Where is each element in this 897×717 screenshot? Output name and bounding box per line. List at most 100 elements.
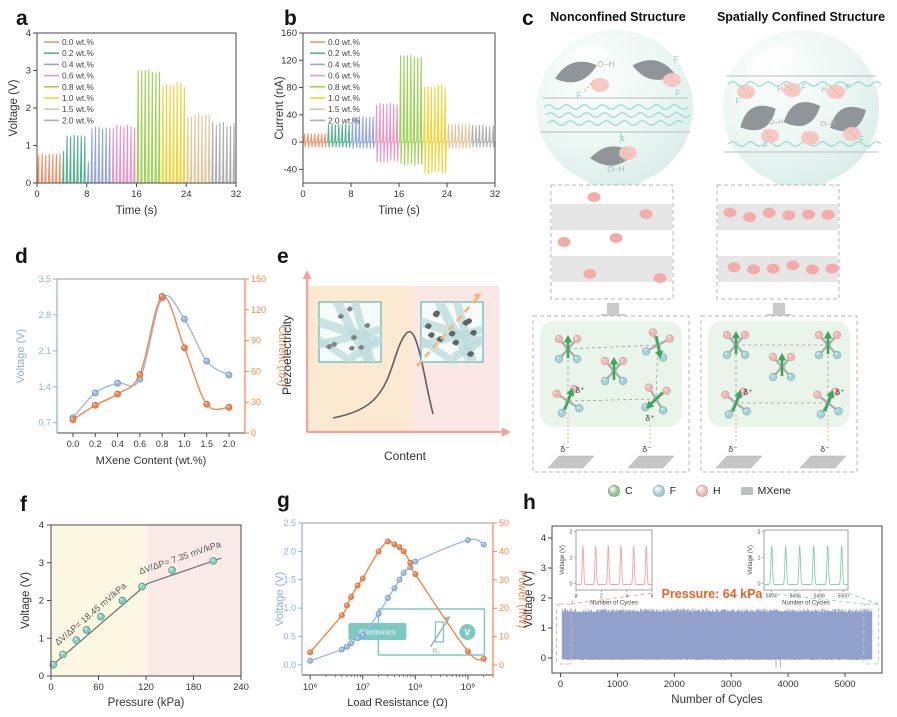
y-axis-label: Current (nA) (274, 76, 286, 139)
delta-minus-label: δ⁻ (728, 444, 738, 454)
cf2-ch2-unit (600, 356, 628, 386)
panel-b: b 0 8 16 24 32 -40 0 40 80 120 160 Time (s) Current … (274, 4, 525, 236)
legend-label-carbon: C (625, 485, 633, 497)
left-tick: 0.7 (38, 418, 51, 428)
nonconfined-title: Nonconfined Structure (550, 10, 686, 24)
dipole-arrow-icon (823, 394, 833, 412)
y-tick: 1 (26, 141, 31, 152)
right-tick: 30 (251, 397, 261, 407)
inset-x-tick: 6 (651, 594, 654, 600)
right-tick: 0 (251, 428, 256, 438)
f-label: F (675, 88, 680, 98)
panel-label-b: b (284, 7, 297, 30)
right-tick: 90 (251, 336, 261, 346)
x-tick: 8 (348, 189, 353, 200)
electrode (715, 455, 763, 469)
mxene-layer (552, 204, 672, 230)
series-0.4 wt.% (351, 116, 375, 149)
oh-group-label: O–H (768, 117, 783, 126)
cf2-ch2-unit (722, 330, 750, 360)
delta-plus-label: δ⁺ (743, 387, 753, 397)
confined-title: Spatially Confined Structure (716, 10, 886, 24)
series-Voltage (309, 538, 485, 662)
y-axis-label: Voltage (V) (523, 571, 535, 628)
y-tick: 3 (26, 66, 31, 77)
y-tick: 120 (281, 55, 297, 66)
chart-voltage-current-vs-content: 0.7 1.4 2.1 2.8 3.5 0 30 60 90 120 150 0.0 0.2 0.4 0.6… (15, 274, 288, 467)
y-axis-label: Voltage (V) (20, 572, 32, 629)
legend-item-hydrogen: H (696, 485, 721, 497)
voltage-cycle-band (561, 608, 873, 668)
inset-x-tick: 5494 (766, 594, 777, 600)
h-label: H (821, 85, 827, 94)
series-2.0 wt.% (211, 121, 236, 184)
legend-entry: 0.4 wt.% (62, 59, 94, 69)
legend-entry: 1.5 wt.% (328, 104, 360, 114)
legend-item-mxene: MXene (740, 485, 791, 497)
pvdf-dipole-dot (727, 262, 741, 273)
x-tick: 0 (300, 189, 305, 200)
delta-plus-label: δ⁺ (835, 387, 845, 397)
inset-x-tick: 2 (600, 594, 603, 600)
legend-entry: 2.0 wt.% (328, 115, 360, 125)
first-cycles-marker (556, 603, 572, 665)
inset-y-tick: 2 (757, 529, 760, 535)
voltmeter-label: V (464, 628, 470, 638)
f-label: F (619, 134, 624, 144)
legend-entry: 0.4 wt.% (328, 59, 360, 69)
hydrogen-atom-icon (696, 485, 709, 497)
legend-entry: 0.8 wt.% (328, 82, 360, 92)
y-tick: 4 (26, 28, 31, 39)
series-0.0 wt.% (303, 133, 327, 148)
electrode (547, 455, 595, 469)
left-tick: 1.5 (283, 575, 296, 585)
confined-bubble-diagram: H F H F F F O–H O–H F (723, 30, 882, 197)
y-tick: -40 (283, 164, 297, 175)
panel-e: e Content Piezoelectricity (275, 242, 520, 480)
schematic-piezoelectricity-content: Content Piezoelectricity (280, 270, 511, 463)
nonconfined-dipole-diagram: δ⁺ δ⁺ δ⁻ δ⁻ (532, 315, 690, 473)
y-tick: 40 (286, 110, 297, 121)
series-1.5 wt.% (447, 123, 471, 149)
y-tick: 2 (26, 103, 31, 114)
x-tick: 180 (186, 682, 202, 693)
pvdf-dipole-dot (766, 263, 780, 274)
x-tick: 0.8 (156, 439, 169, 449)
electronics-label: Electronics (359, 628, 396, 637)
chart-current-time: 0 8 16 24 32 -40 0 40 80 120 160 Time (s) Current (n… (274, 28, 500, 217)
right-axis-label: Current (nA) (276, 326, 288, 387)
oh-group-label: O–H (607, 164, 624, 174)
legend-entry: 0.8 wt.% (62, 82, 94, 92)
x-tick: 60 (93, 682, 104, 693)
left-tick: 0.0 (283, 660, 296, 670)
right-tick: 40 (499, 546, 509, 556)
delta-plus-label: δ⁺ (645, 413, 655, 423)
panel-label-c: c (522, 7, 534, 30)
pvdf-dipole-dot (609, 233, 623, 243)
series-2.0 wt.% (471, 125, 495, 148)
piezoelectricity-curve (332, 330, 434, 419)
cf2-ch2-unit (642, 328, 674, 362)
hf-pair (591, 78, 609, 92)
x-axis-label: Time (s) (116, 205, 158, 217)
dipole-arrow-icon (655, 335, 661, 355)
y-tick: 2 (541, 593, 546, 604)
inset-y-tick: 1 (757, 555, 760, 561)
x-tick: 4000 (778, 679, 799, 690)
oh-group-label: O–H (820, 119, 835, 128)
pvdf-dipole-dot (821, 209, 835, 220)
f-label: F (673, 54, 678, 64)
legend-entry: 1.0 wt.% (62, 93, 94, 103)
x-tick: 10⁷ (356, 682, 371, 693)
confined-layer-box (716, 184, 840, 300)
pvdf-dipole-dot (653, 273, 667, 283)
series-0.6 wt.% (375, 102, 399, 163)
legend-entry: 0.2 wt.% (328, 48, 360, 58)
dipole-arrow-icon (731, 394, 741, 412)
x-tick: 0.6 (134, 439, 147, 449)
mxene-layer (718, 204, 838, 230)
inset-y-label: Voltage (V) (748, 545, 754, 575)
x-tick: 5000 (834, 679, 855, 690)
dispersed-network-inset (318, 301, 382, 363)
